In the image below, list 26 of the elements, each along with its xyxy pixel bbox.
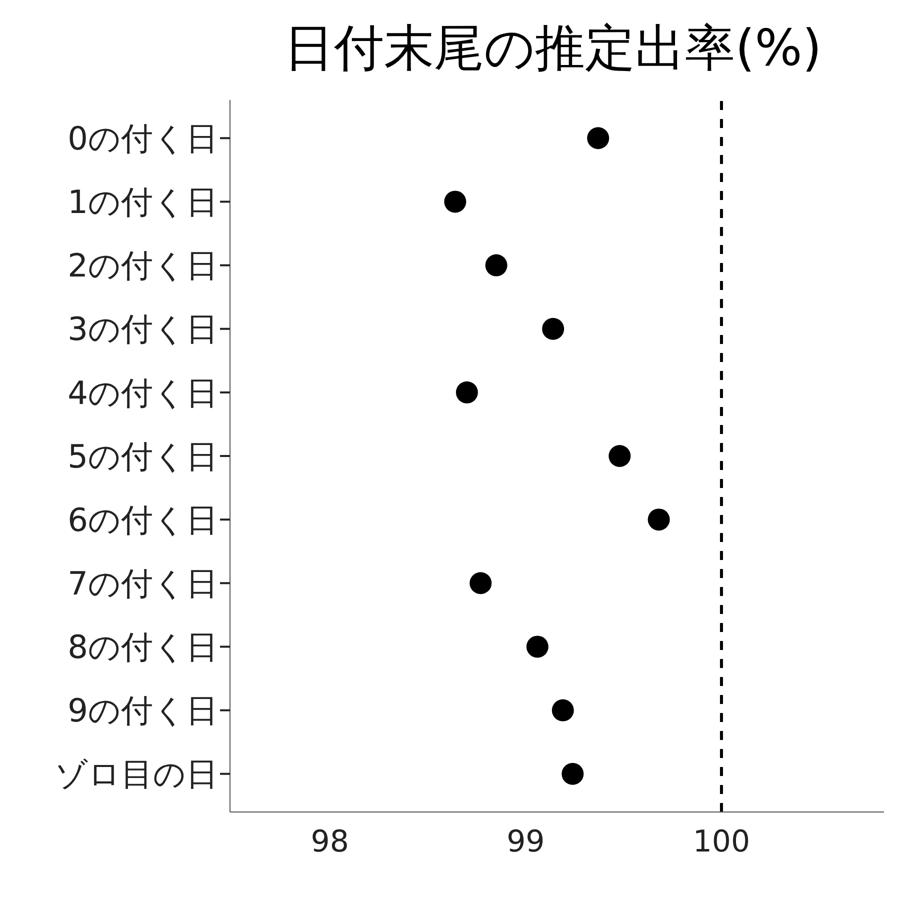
point xyxy=(552,699,574,722)
y-tick-label: 0の付く日 xyxy=(68,120,218,158)
x-tick-label: 100 xyxy=(692,824,750,860)
y-tick-label: 4の付く日 xyxy=(68,374,218,412)
y-tick-label: 1の付く日 xyxy=(68,183,218,222)
x-tick-label: 99 xyxy=(506,824,545,860)
y-tick-label: 2の付く日 xyxy=(68,246,218,285)
point xyxy=(542,318,564,340)
y-tick-label: 8の付く日 xyxy=(68,628,218,666)
y-tick-label: 6の付く日 xyxy=(68,500,218,539)
y-tick-label: 5の付く日 xyxy=(68,437,218,476)
y-tick-label: ゾロ目の日 xyxy=(55,755,218,794)
y-tick-label: 3の付く日 xyxy=(68,310,218,348)
point xyxy=(444,190,466,213)
chart-title: 日付末尾の推定出率(%) xyxy=(283,18,823,79)
y-tick-label: 7の付く日 xyxy=(68,564,218,603)
x-tick-label: 98 xyxy=(310,824,349,860)
point xyxy=(470,572,492,594)
point xyxy=(562,762,584,785)
point xyxy=(456,381,478,404)
point xyxy=(485,254,508,276)
point xyxy=(587,127,610,150)
point xyxy=(648,508,670,531)
point xyxy=(608,445,631,467)
point xyxy=(526,636,548,658)
y-tick-label: 9の付く日 xyxy=(68,692,218,730)
